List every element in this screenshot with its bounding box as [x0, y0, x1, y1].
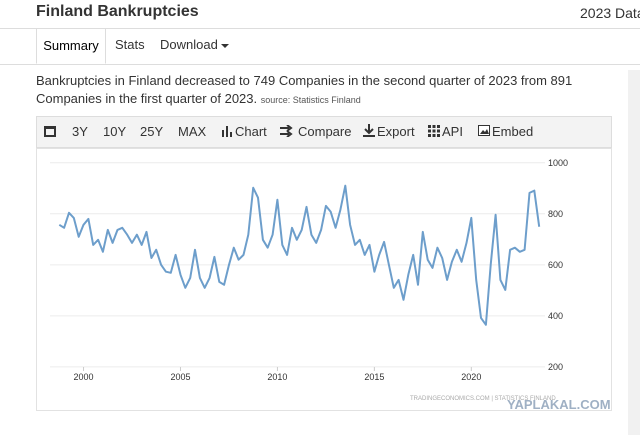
tab[interactable]: Stats [115, 37, 145, 52]
y-tick-label: 600 [548, 260, 563, 270]
calendar-icon[interactable] [44, 125, 56, 137]
y-tick-label: 800 [548, 209, 563, 219]
caret [221, 44, 230, 48]
description-text: Bankruptcies in Finland decreased to 749… [36, 73, 573, 106]
tab[interactable]: Download [160, 37, 230, 52]
x-tick-label: 2000 [74, 372, 94, 382]
export-icon [363, 124, 375, 137]
y-tick-label: 400 [548, 311, 563, 321]
scrollbar[interactable] [628, 70, 640, 435]
range-button[interactable]: 25Y [140, 124, 164, 139]
compare-icon [280, 125, 293, 137]
description: Bankruptcies in Finland decreased to 749… [36, 72, 616, 109]
tab-label: Download [160, 37, 218, 52]
x-tick-label: 2005 [170, 372, 190, 382]
range-button[interactable]: 10Y [103, 124, 127, 139]
toolbar [36, 116, 612, 148]
x-tick-label: 2020 [461, 372, 481, 382]
toolbar-button[interactable]: Export [377, 124, 415, 139]
header-link[interactable]: 2023 Data - [580, 5, 640, 21]
toolbar-button[interactable]: API [442, 124, 463, 139]
toolbar-button[interactable]: Compare [298, 124, 352, 139]
embed-icon [478, 125, 490, 136]
api-icon [428, 125, 440, 137]
x-tick-label: 2015 [364, 372, 384, 382]
chart-frame [36, 148, 612, 411]
range-button[interactable]: MAX [178, 124, 207, 139]
toolbar-button[interactable]: Chart [235, 124, 267, 139]
chart-icon [222, 126, 232, 137]
range-button[interactable]: 3Y [72, 124, 88, 139]
watermark: YAPLAKAL.COM [507, 397, 611, 412]
x-tick-label: 2010 [267, 372, 287, 382]
toolbar-button[interactable]: Embed [492, 124, 534, 139]
watermark: TRADINGECONOMICS.COM | STATISTICS FINLAN… [410, 396, 556, 402]
y-tick-label: 200 [548, 362, 563, 372]
page-title: Finland Bankruptcies [36, 3, 199, 20]
divider [0, 64, 640, 65]
data-line [58, 184, 541, 326]
divider [0, 28, 640, 29]
source: source: Statistics Finland [260, 95, 361, 105]
y-tick-label: 1000 [548, 158, 568, 168]
tab[interactable]: Summary [36, 28, 106, 64]
